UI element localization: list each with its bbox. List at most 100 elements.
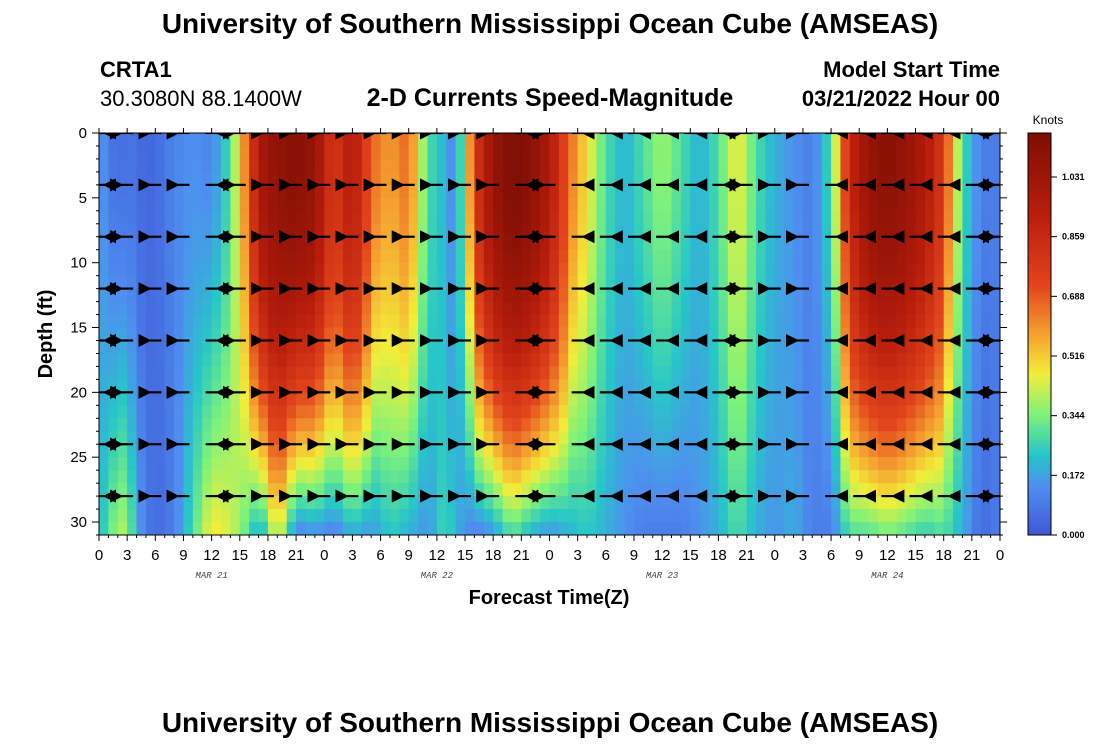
heatmap-cell	[774, 197, 785, 212]
heatmap-cell	[877, 223, 888, 238]
heatmap-cell	[436, 184, 447, 199]
heatmap-cell	[596, 197, 607, 212]
heatmap-cell	[633, 392, 644, 406]
heatmap-cell	[502, 275, 513, 290]
heatmap-cell	[680, 470, 691, 484]
heatmap-cell	[155, 236, 166, 251]
heatmap-cell	[389, 522, 400, 535]
heatmap-cell	[718, 275, 729, 290]
heatmap-cell	[971, 457, 982, 471]
heatmap-cell	[690, 418, 701, 432]
heatmap-cell	[277, 301, 288, 316]
heatmap-cell	[896, 223, 907, 238]
heatmap-cell	[709, 210, 720, 225]
heatmap-cell	[662, 158, 673, 173]
heatmap-cell	[633, 223, 644, 238]
heatmap-cell	[962, 314, 973, 329]
heatmap-cell	[746, 249, 757, 264]
heatmap-cell	[990, 171, 1000, 186]
heatmap-cell	[924, 444, 935, 458]
heatmap-cell	[127, 288, 138, 303]
heatmap-cell	[793, 145, 804, 160]
heatmap-cell	[934, 133, 945, 147]
heatmap-cell	[652, 509, 663, 523]
heatmap-cell	[155, 483, 166, 497]
heatmap-cell	[145, 288, 156, 303]
heatmap-cell	[755, 210, 766, 225]
heatmap-cell	[192, 262, 203, 277]
heatmap-cell	[755, 327, 766, 342]
heatmap-cell	[831, 184, 842, 199]
heatmap-cell	[127, 210, 138, 225]
heatmap-cell	[887, 483, 898, 497]
heatmap-cell	[746, 171, 757, 186]
heatmap-cell	[915, 301, 926, 316]
heatmap-cell	[840, 366, 851, 380]
heatmap-cell	[953, 483, 964, 497]
heatmap-cell	[615, 418, 626, 432]
heatmap-cell	[183, 314, 194, 329]
heatmap-cell	[568, 145, 579, 160]
heatmap-cell	[887, 288, 898, 303]
heatmap-cell	[314, 522, 325, 535]
heatmap-cell	[408, 353, 419, 368]
heatmap-cell	[887, 353, 898, 368]
heatmap-cell	[596, 405, 607, 419]
heatmap-cell	[183, 457, 194, 471]
x-tick-label: 12	[654, 547, 671, 564]
heatmap-cell	[296, 210, 307, 225]
heatmap-cell	[436, 249, 447, 264]
heatmap-cell	[793, 340, 804, 355]
heatmap-cell	[971, 483, 982, 497]
heatmap-cell	[333, 379, 344, 393]
heatmap-cell	[502, 496, 513, 510]
heatmap-cell	[164, 431, 175, 445]
heatmap-cell	[774, 262, 785, 277]
heatmap-cell	[690, 184, 701, 199]
heatmap-cell	[633, 184, 644, 199]
heatmap-cell	[127, 197, 138, 212]
heatmap-cell	[277, 522, 288, 535]
heatmap-cell	[596, 457, 607, 471]
heatmap-cell	[765, 314, 776, 329]
heatmap-cell	[239, 392, 250, 406]
heatmap-cell	[718, 483, 729, 497]
heatmap-cell	[333, 236, 344, 251]
heatmap-cell	[709, 509, 720, 523]
heatmap-cell	[924, 353, 935, 368]
heatmap-cell	[155, 301, 166, 316]
heatmap-cell	[577, 314, 588, 329]
heatmap-cell	[136, 483, 147, 497]
heatmap-cell	[408, 158, 419, 173]
heatmap-cell	[502, 509, 513, 523]
heatmap-cell	[145, 392, 156, 406]
heatmap-cell	[239, 366, 250, 380]
heatmap-cell	[934, 405, 945, 419]
heatmap-cell	[699, 418, 710, 432]
heatmap-cell	[690, 314, 701, 329]
heatmap-cell	[483, 418, 494, 432]
heatmap-cell	[164, 145, 175, 160]
heatmap-cell	[371, 470, 382, 484]
heatmap-cell	[981, 184, 992, 199]
heatmap-cell	[324, 379, 335, 393]
heatmap-cell	[662, 483, 673, 497]
heatmap-cell	[596, 431, 607, 445]
heatmap-cell	[737, 210, 748, 225]
heatmap-cell	[746, 262, 757, 277]
heatmap-cell	[652, 522, 663, 535]
heatmap-cell	[831, 210, 842, 225]
heatmap-cell	[511, 418, 522, 432]
heatmap-cell	[436, 223, 447, 238]
heatmap-cell	[690, 145, 701, 160]
heatmap-cell	[877, 483, 888, 497]
heatmap-cell	[662, 210, 673, 225]
x-tick-label: 12	[203, 547, 220, 564]
heatmap-cell	[418, 236, 429, 251]
heatmap-cell	[211, 314, 222, 329]
heatmap-cell	[183, 509, 194, 523]
heatmap-cell	[821, 236, 832, 251]
heatmap-cell	[258, 522, 269, 535]
heatmap-cell	[183, 483, 194, 497]
heatmap-cell	[511, 405, 522, 419]
